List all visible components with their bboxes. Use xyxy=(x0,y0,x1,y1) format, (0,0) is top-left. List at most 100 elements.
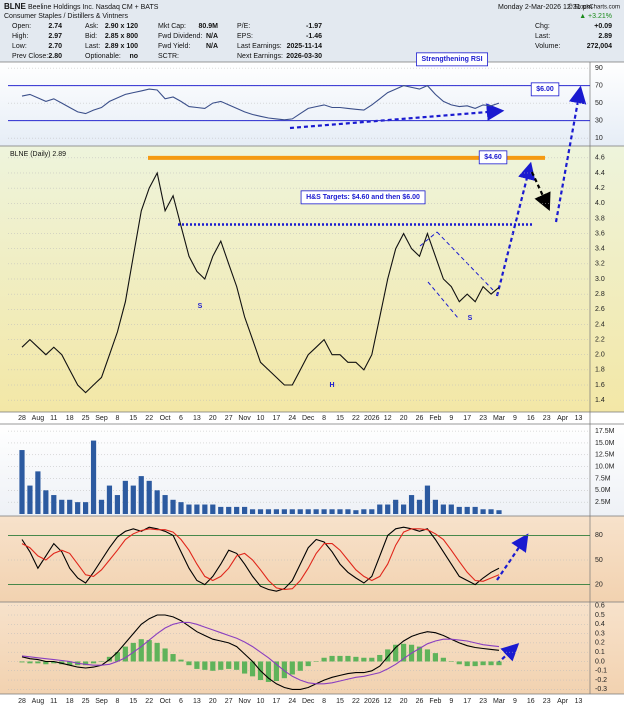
bar xyxy=(448,504,454,514)
bar xyxy=(432,499,438,514)
bar xyxy=(472,506,478,514)
annotation-arrows xyxy=(289,85,587,665)
bar xyxy=(313,509,319,514)
x-tick-label: 27 xyxy=(225,415,233,422)
bar xyxy=(138,476,144,514)
y-tick-label: 1.8 xyxy=(595,367,605,374)
x-tick-label: 25 xyxy=(82,698,90,705)
x-tick-label: Feb xyxy=(429,415,441,422)
bar xyxy=(401,504,407,514)
industry: Consumer Staples / Distillers & Vintners xyxy=(4,13,128,20)
bar xyxy=(432,653,438,662)
y-tick-label: 2.4 xyxy=(595,321,605,328)
bar xyxy=(345,655,351,662)
bar xyxy=(361,509,367,514)
x-tick-label: 16 xyxy=(527,415,535,422)
x-tick-label: 8 xyxy=(115,698,119,705)
bar xyxy=(114,652,120,662)
bar xyxy=(257,509,264,514)
bar xyxy=(90,661,97,664)
x-tick-label: Nov xyxy=(238,415,251,422)
bar xyxy=(178,659,184,662)
bar xyxy=(226,661,232,669)
bar xyxy=(106,485,113,514)
x-tick-label: 23 xyxy=(543,415,551,422)
annotation: H&S Targets: $4.60 and then $6.00 xyxy=(306,194,420,201)
bar xyxy=(194,504,200,514)
bar xyxy=(249,661,256,677)
x-tick-label: 6 xyxy=(179,698,183,705)
stat-value: 2.97 xyxy=(48,33,62,40)
annotation: $4.60 xyxy=(484,154,502,161)
y-tick-label: 4.4 xyxy=(595,170,605,177)
bar xyxy=(385,504,391,514)
bar xyxy=(242,661,248,674)
bar xyxy=(114,495,120,514)
stat-label: Next Earnings: xyxy=(237,53,283,60)
x-tick-label: 17 xyxy=(273,415,281,422)
x-tick-label: 12 xyxy=(384,415,392,422)
bar xyxy=(464,661,470,667)
x-tick-label: 22 xyxy=(352,698,360,705)
y-tick-label: -0.2 xyxy=(595,677,607,684)
bar xyxy=(361,657,367,662)
bar xyxy=(297,661,303,671)
y-tick-label: 2.6 xyxy=(595,306,605,313)
bar xyxy=(369,657,375,662)
stat-value: -1.97 xyxy=(306,23,322,30)
bar xyxy=(496,661,502,666)
bar xyxy=(83,661,89,666)
bar xyxy=(186,504,192,514)
bar xyxy=(440,657,446,662)
series-line xyxy=(21,621,500,685)
series-line xyxy=(21,84,500,121)
x-tick-label: Sep xyxy=(95,415,108,422)
x-tick-label: 22 xyxy=(352,415,360,422)
bar xyxy=(19,450,25,514)
bar xyxy=(480,509,486,514)
bar xyxy=(281,509,287,514)
x-tick-label: 15 xyxy=(336,415,344,422)
y-tick-label: 1.4 xyxy=(595,397,605,404)
x-tick-label: 22 xyxy=(145,415,153,422)
legend-label: BLNE (Daily) 2.89 xyxy=(10,151,66,158)
bar xyxy=(186,661,192,666)
stat-label: Volume: xyxy=(535,43,560,50)
stat-label: P/E: xyxy=(237,23,250,30)
x-tick-label: 28 xyxy=(18,698,26,705)
symbol: BLNE xyxy=(4,2,26,11)
stat-value: 2025-11-14 xyxy=(287,43,323,50)
stat-label: Low: xyxy=(12,43,27,50)
header-bg xyxy=(0,0,624,62)
stat-label: Optionable: xyxy=(85,53,121,60)
bar xyxy=(98,499,105,514)
x-tick-label: 20 xyxy=(209,698,217,705)
stat-label: High: xyxy=(12,33,28,40)
stat-label: Mkt Cap: xyxy=(158,23,186,30)
x-tick-label: 11 xyxy=(50,698,57,705)
y-tick-label: 30 xyxy=(595,117,603,124)
bar xyxy=(218,506,224,514)
bar xyxy=(98,661,105,662)
y-tick-label: 0.5 xyxy=(595,612,605,619)
bar xyxy=(162,648,168,662)
bar xyxy=(162,495,168,514)
bar xyxy=(27,485,33,514)
y-tick-label: 2.0 xyxy=(595,352,605,359)
x-tick-label: 8 xyxy=(115,415,119,422)
x-tick-label: Apr xyxy=(557,415,569,422)
bar xyxy=(289,661,295,675)
y-tick-label: 0.0 xyxy=(595,658,605,665)
bar xyxy=(35,471,41,514)
x-tick-label: 15 xyxy=(129,698,137,705)
x-tick-label: Feb xyxy=(429,698,441,705)
y-tick-label: 2.8 xyxy=(595,291,605,298)
bar xyxy=(67,661,73,666)
bar xyxy=(83,502,89,514)
x-tick-label: 26 xyxy=(416,415,424,422)
y-tick-label: 0.4 xyxy=(595,621,605,628)
x-tick-label: 9 xyxy=(449,415,453,422)
bar xyxy=(273,509,279,514)
bar xyxy=(265,509,272,514)
x-tick-label: 13 xyxy=(193,415,201,422)
